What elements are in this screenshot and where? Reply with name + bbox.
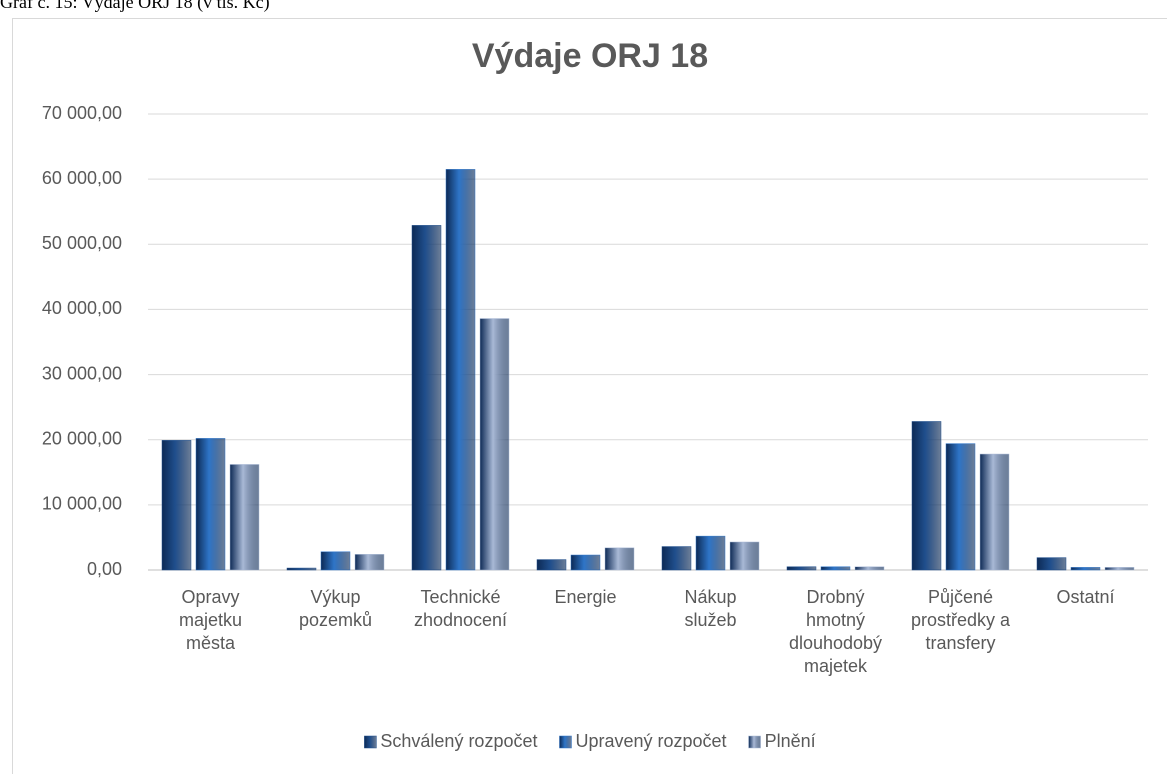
- x-tick-label-box: Energie: [554, 587, 617, 607]
- legend-swatch: [748, 735, 761, 749]
- x-tick-label: Opravy majetku města: [178, 587, 243, 653]
- x-tick-label: Půjčené prostředky a transfery: [910, 587, 1011, 653]
- chart-title: Výdaje ORJ 18: [472, 37, 708, 75]
- bar: [411, 225, 442, 571]
- y-tick-label: 30 000,00: [42, 363, 122, 383]
- x-tick-label-box: Výkup pozemků: [298, 587, 373, 630]
- x-tick-label-box: Půjčené prostředky a transfery: [910, 587, 1011, 653]
- y-tick-label: 10 000,00: [42, 494, 122, 514]
- y-tick-label: 70 000,00: [42, 103, 122, 123]
- x-tick-label-box: Opravy majetku města: [178, 587, 243, 653]
- y-tick-label: 40 000,00: [42, 298, 122, 318]
- chart-border: [12, 18, 1167, 774]
- x-tick-label-box: Drobný hmotný dlouhodobý majetek: [788, 587, 883, 676]
- bar: [286, 567, 317, 571]
- bar: [570, 554, 601, 571]
- x-tick-label: Výkup pozemků: [298, 587, 373, 630]
- y-tick-label: 0,00: [87, 559, 122, 579]
- bar: [786, 566, 817, 571]
- bar: [1036, 557, 1067, 571]
- legend-label: Upravený rozpočet: [575, 731, 726, 751]
- bar: [979, 453, 1010, 571]
- bar: [911, 421, 942, 571]
- x-tick-label-box: Nákup služeb: [684, 587, 737, 630]
- bar: [161, 440, 192, 571]
- bar: [229, 464, 260, 571]
- x-tick-label: Technické zhodnocení: [413, 587, 508, 630]
- y-tick-label: 60 000,00: [42, 168, 122, 188]
- bar: [195, 438, 226, 571]
- bar: [445, 169, 476, 571]
- bar: [820, 566, 851, 571]
- legend-swatch: [559, 735, 572, 749]
- bar: [695, 535, 726, 571]
- legend-swatch: [364, 735, 377, 749]
- x-tick-label: Nákup služeb: [684, 587, 737, 630]
- x-tick-label-box: Technické zhodnocení: [413, 587, 508, 630]
- legend-label: Plnění: [765, 731, 816, 751]
- bar: [354, 554, 385, 571]
- bar: [1104, 567, 1135, 571]
- y-tick-label: 20 000,00: [42, 428, 122, 448]
- bar: [854, 566, 885, 571]
- caption: Graf č. 15: Výdaje ORJ 18 (v tis. Kč): [0, 0, 270, 13]
- bar: [536, 559, 567, 571]
- legend-label: Schválený rozpočet: [380, 731, 537, 751]
- bar: [479, 318, 510, 571]
- y-tick-label: 50 000,00: [42, 233, 122, 253]
- x-tick-label: Energie: [554, 587, 617, 607]
- bar: [661, 546, 692, 571]
- x-tick-label: Drobný hmotný dlouhodobý majetek: [788, 587, 883, 676]
- bar: [1070, 567, 1101, 571]
- bar: [320, 551, 351, 571]
- x-tick-label: Ostatní: [1056, 587, 1115, 607]
- bar: [729, 541, 760, 571]
- x-tick-label-box: Ostatní: [1056, 587, 1115, 607]
- bar: [945, 443, 976, 571]
- bar: [604, 547, 635, 571]
